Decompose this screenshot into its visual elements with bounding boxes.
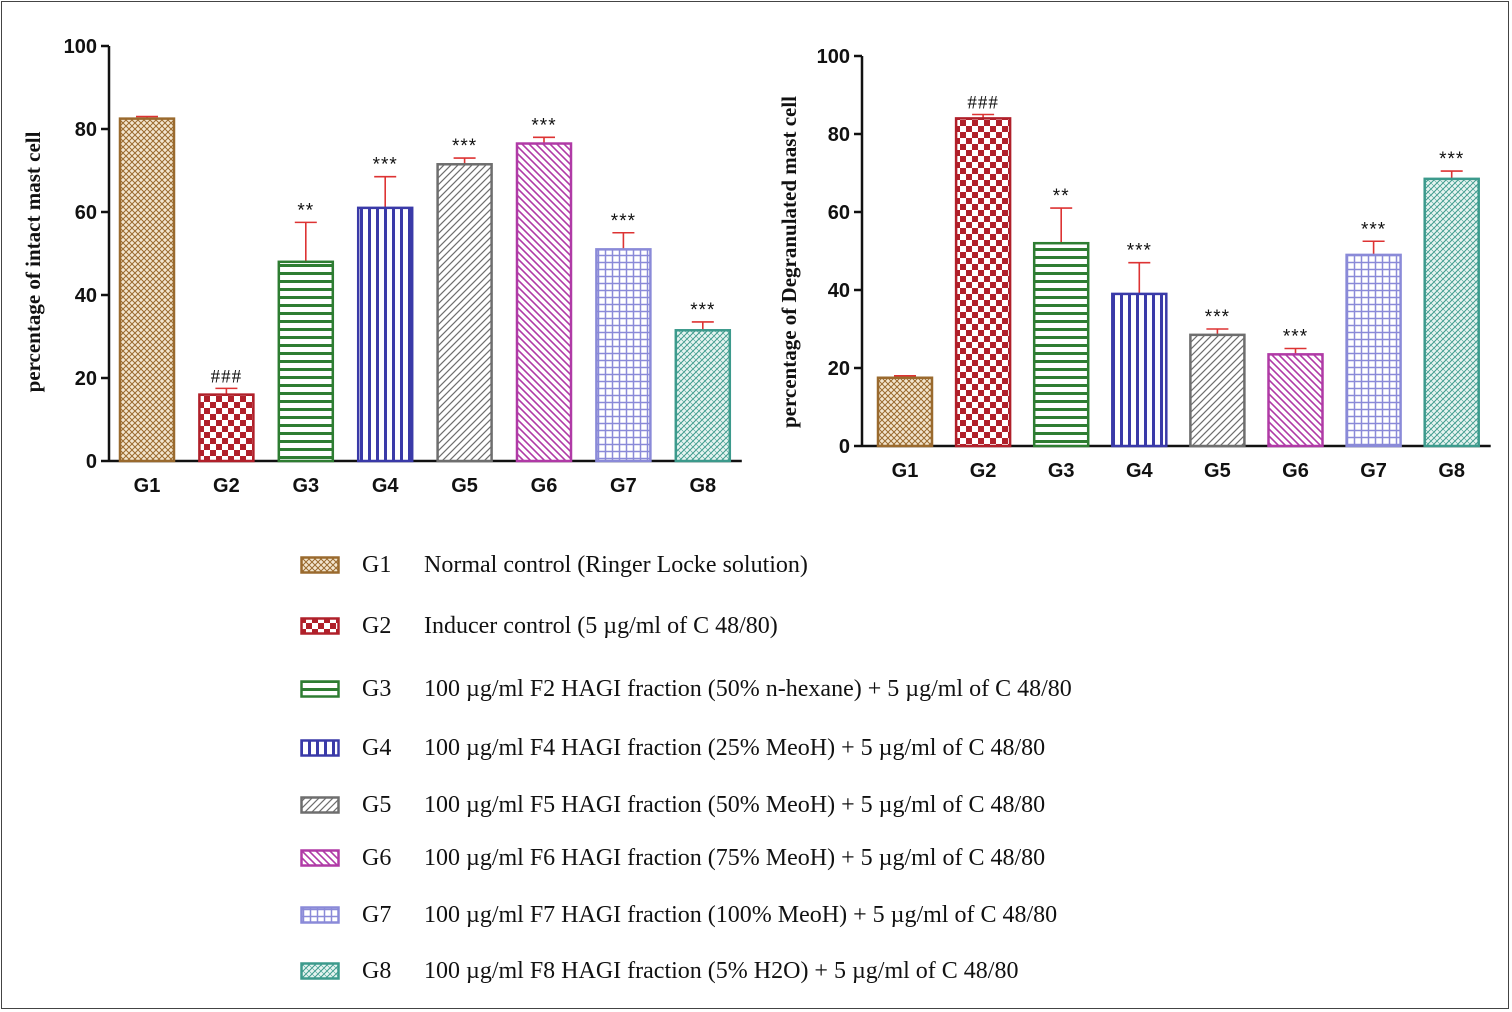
y-tick-label: 60 (828, 202, 850, 224)
significance-label: *** (1283, 327, 1308, 348)
chart-degranulated-mast-cell: 0 20 40 60 80 100 percentage of Degranulated m… (777, 46, 1491, 482)
chart-intact-mast-cell: 0 20 40 60 80 100 percentage of intact mast ce… (21, 36, 742, 497)
x-tick-label: G3 (1048, 460, 1075, 482)
significance-label: *** (1127, 241, 1152, 262)
legend-group-label: G8 (362, 957, 392, 984)
x-tick-label: G1 (134, 475, 161, 497)
y-axis-label: percentage of intact mast cell (21, 131, 45, 392)
legend-description: 100 µg/ml F6 HAGI fraction (75% MeoH) + … (424, 844, 1046, 871)
legend-swatch-g2 (300, 617, 340, 635)
bar-g3 (277, 260, 335, 463)
bar-g7 (595, 248, 652, 463)
significance-label: *** (531, 115, 556, 136)
legend-item-g5: G5 100 µg/ml F5 HAGI fraction (50% MeoH)… (300, 788, 1045, 822)
legend-group-label: G6 (362, 844, 392, 871)
significance-label: *** (1439, 149, 1464, 170)
x-tick-label: G5 (1204, 460, 1231, 482)
bar-g4 (356, 206, 414, 463)
y-tick-label: 40 (828, 280, 850, 302)
legend-group-label: G7 (362, 901, 392, 928)
significance-label: *** (452, 136, 477, 157)
legend-group-label: G4 (362, 734, 392, 761)
bar-g7 (1345, 253, 1402, 448)
bar-g8 (1423, 177, 1480, 448)
y-tick-label: 0 (86, 451, 97, 473)
bar-g1 (876, 376, 934, 448)
x-tick-label: G7 (1360, 460, 1387, 482)
legend-item-g4: G4 100 µg/ml F4 HAGI fraction (25% MeoH)… (300, 731, 1045, 765)
bar-g8 (674, 329, 732, 463)
legend-item-g2: G2 Inducer control (5 µg/ml of C 48/80) (300, 609, 778, 643)
x-tick-label: G6 (1282, 460, 1309, 482)
x-tick-label: G3 (292, 475, 319, 497)
legend-swatch-g3 (300, 680, 340, 698)
y-tick-label: 80 (75, 119, 97, 141)
charts-canvas: 0 20 40 60 80 100 percentage of intact mast ce… (21, 36, 1491, 497)
legend-swatch-g8 (300, 962, 340, 980)
bar-g2 (198, 393, 255, 463)
legend-description: Normal control (Ringer Locke solution) (424, 551, 808, 578)
legend-description: 100 µg/ml F2 HAGI fraction (50% n-hexane… (424, 675, 1072, 702)
x-tick-label: G2 (970, 460, 997, 482)
x-tick-label: G8 (689, 475, 716, 497)
legend-description: 100 µg/ml F5 HAGI fraction (50% MeoH) + … (424, 791, 1046, 818)
x-tick-label: G2 (213, 475, 240, 497)
significance-label: *** (373, 155, 398, 176)
legend-group-label: G1 (362, 551, 392, 578)
significance-label: *** (690, 300, 715, 321)
legend-swatch-g4 (300, 739, 340, 757)
y-tick-label: 40 (75, 285, 97, 307)
legend-description: 100 µg/ml F4 HAGI fraction (25% MeoH) + … (424, 734, 1046, 761)
bar-g1 (118, 117, 176, 463)
significance-label: *** (1205, 307, 1230, 328)
y-tick-label: 80 (828, 124, 850, 146)
y-tick-label: 100 (817, 46, 850, 68)
significance-label: *** (1361, 219, 1386, 240)
bar-g5 (436, 163, 493, 463)
significance-label: ** (1053, 186, 1070, 207)
legend-swatch-g7 (300, 906, 340, 924)
x-tick-label: G5 (451, 475, 478, 497)
significance-label: *** (611, 211, 636, 232)
x-tick-label: G8 (1438, 460, 1465, 482)
legend-group-label: G2 (362, 612, 392, 639)
bar-g2 (954, 117, 1012, 448)
y-tick-label: 20 (75, 368, 97, 390)
significance-label: ### (211, 366, 243, 387)
legend-description: 100 µg/ml F7 HAGI fraction (100% MeoH) +… (424, 901, 1058, 928)
x-tick-label: G4 (372, 475, 400, 497)
legend-item-g3: G3 100 µg/ml F2 HAGI fraction (50% n-hex… (300, 672, 1072, 706)
significance-label: ** (297, 200, 314, 221)
y-axis-label: percentage of Degranulated mast cell (777, 96, 801, 428)
legend-description: Inducer control (5 µg/ml of C 48/80) (424, 612, 778, 639)
y-tick-label: 60 (75, 202, 97, 224)
bar-g3 (1032, 241, 1090, 448)
legend-swatch-g5 (300, 796, 340, 814)
y-tick-label: 0 (839, 436, 850, 458)
legend-swatch-g6 (300, 849, 340, 867)
x-tick-label: G4 (1126, 460, 1154, 482)
bar-g6 (1267, 353, 1324, 448)
x-tick-label: G7 (610, 475, 637, 497)
legend-item-g7: G7 100 µg/ml F7 HAGI fraction (100% MeoH… (300, 898, 1057, 932)
legend-item-g1: G1 Normal control (Ringer Locke solution… (300, 548, 808, 582)
legend-group-label: G3 (362, 675, 392, 702)
y-tick-label: 100 (64, 36, 97, 58)
x-tick-label: G6 (531, 475, 558, 497)
legend-group-label: G5 (362, 791, 392, 818)
legend-item-g8: G8 100 µg/ml F8 HAGI fraction (5% H2O) +… (300, 954, 1018, 988)
legend-item-g6: G6 100 µg/ml F6 HAGI fraction (75% MeoH)… (300, 841, 1045, 875)
significance-label: ### (967, 93, 999, 114)
x-tick-label: G1 (892, 460, 919, 482)
bar-g4 (1111, 292, 1168, 448)
bar-g5 (1189, 333, 1246, 448)
y-tick-label: 20 (828, 358, 850, 380)
legend-description: 100 µg/ml F8 HAGI fraction (5% H2O) + 5 … (424, 957, 1019, 984)
bar-g6 (515, 142, 573, 463)
legend-swatch-g1 (300, 556, 340, 574)
